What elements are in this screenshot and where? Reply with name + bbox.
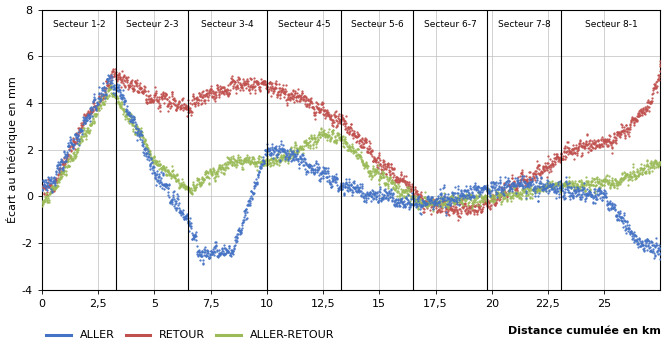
Text: Secteur 3-4: Secteur 3-4 [201, 20, 254, 29]
Text: Secteur 2-3: Secteur 2-3 [126, 20, 178, 29]
Text: Secteur 5-6: Secteur 5-6 [351, 20, 404, 29]
Text: Secteur 4-5: Secteur 4-5 [278, 20, 330, 29]
Text: Distance cumulée en km: Distance cumulée en km [507, 326, 661, 336]
Y-axis label: Écart au théorique en mm: Écart au théorique en mm [5, 76, 17, 223]
Text: Secteur 8-1: Secteur 8-1 [585, 20, 637, 29]
Legend: ALLER, RETOUR, ALLER-RETOUR: ALLER, RETOUR, ALLER-RETOUR [42, 326, 338, 345]
Text: Secteur 6-7: Secteur 6-7 [424, 20, 476, 29]
Text: Secteur 7-8: Secteur 7-8 [498, 20, 551, 29]
Text: Secteur 1-2: Secteur 1-2 [53, 20, 105, 29]
